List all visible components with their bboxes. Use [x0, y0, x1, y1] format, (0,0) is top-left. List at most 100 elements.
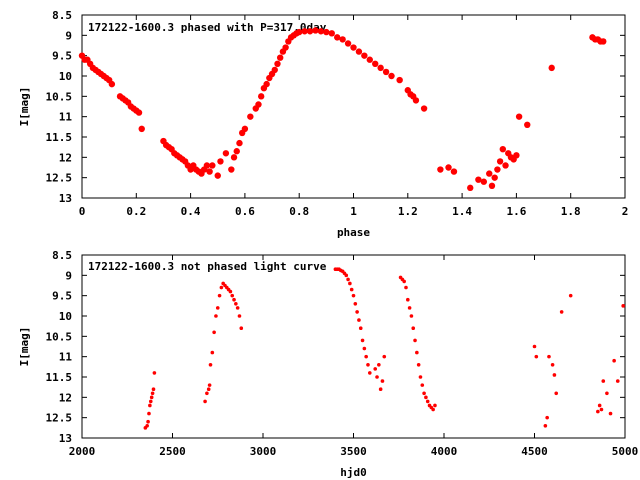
data-point	[600, 38, 607, 45]
data-point	[228, 289, 233, 294]
data-point	[415, 350, 419, 355]
x-tick-label: 0.4	[181, 205, 201, 218]
y-axis-label: I[mag]	[18, 327, 31, 367]
data-point	[274, 60, 281, 67]
data-point	[203, 162, 211, 169]
x-tick-label: 0	[79, 205, 86, 218]
data-point	[494, 166, 501, 173]
data-point	[301, 28, 308, 35]
data-point	[334, 34, 341, 41]
chart-title: 172122-1600.3 not phased light curve	[88, 260, 327, 273]
data-point	[255, 101, 262, 108]
data-point	[208, 363, 213, 367]
data-point	[605, 391, 609, 396]
data-point	[372, 60, 379, 67]
data-point	[378, 387, 383, 392]
data-point	[499, 146, 507, 153]
y-tick-label: 12.5	[46, 172, 73, 185]
data-point	[437, 166, 444, 173]
data-point	[366, 363, 370, 367]
y-tick-label: 13	[59, 192, 72, 205]
y-axis-label: I[mag]	[18, 87, 31, 127]
data-point	[348, 281, 352, 286]
y-tick-label: 12	[59, 391, 72, 404]
x-tick-label: 1.2	[398, 205, 418, 218]
data-point	[230, 154, 238, 161]
data-point	[152, 371, 157, 375]
plot-frame	[81, 254, 626, 439]
y-tick-label: 10.5	[46, 90, 73, 103]
data-point	[323, 28, 330, 36]
data-point	[597, 403, 602, 408]
data-point	[306, 28, 314, 35]
data-point	[317, 28, 325, 35]
data-point	[554, 391, 559, 396]
data-series	[143, 267, 625, 430]
data-point	[147, 411, 151, 416]
data-point	[239, 326, 244, 331]
data-point	[257, 93, 265, 100]
data-point	[296, 28, 303, 36]
data-point	[357, 318, 361, 322]
data-point	[362, 346, 367, 351]
data-point	[364, 354, 368, 359]
data-point	[360, 338, 365, 343]
data-point	[355, 310, 359, 314]
data-series	[78, 27, 607, 192]
data-point	[350, 44, 357, 51]
data-point	[219, 285, 224, 290]
data-point	[146, 419, 150, 424]
x-tick-label: 4000	[431, 445, 458, 458]
data-point	[217, 293, 222, 298]
data-point	[234, 302, 238, 306]
data-point	[488, 182, 496, 189]
data-point	[621, 304, 625, 308]
data-point	[214, 172, 221, 179]
x-tick-label: 1.8	[561, 205, 581, 218]
data-point	[612, 358, 616, 363]
data-point	[206, 387, 211, 392]
y-tick-label: 11.5	[46, 371, 73, 384]
data-point	[215, 306, 220, 310]
data-point	[532, 344, 537, 349]
data-point	[358, 326, 363, 331]
data-point	[547, 354, 551, 359]
data-point	[135, 109, 143, 116]
y-tick-label: 9.5	[52, 50, 72, 63]
data-point	[149, 395, 154, 400]
data-point	[396, 76, 403, 84]
data-point	[351, 293, 356, 298]
data-point	[548, 64, 555, 72]
y-tick-label: 9	[65, 269, 72, 282]
data-point	[515, 113, 523, 120]
data-point	[413, 338, 417, 343]
y-tick-label: 11	[59, 351, 73, 364]
y-tick-label: 8.5	[52, 249, 72, 262]
x-tick-label: 3500	[340, 445, 367, 458]
data-point	[402, 279, 406, 284]
data-point	[496, 158, 504, 165]
data-point	[559, 310, 564, 314]
data-point	[236, 139, 243, 147]
y-tick-label: 10	[59, 70, 72, 83]
x-tick-label: 0.6	[235, 205, 255, 218]
data-point	[210, 350, 215, 355]
data-point	[271, 66, 278, 74]
data-point	[545, 415, 549, 420]
data-point	[475, 176, 482, 183]
x-tick-label: 5000	[612, 445, 639, 458]
plot-frame	[81, 14, 626, 199]
data-point	[513, 152, 520, 159]
data-point	[420, 105, 428, 112]
x-tick-label: 4500	[521, 445, 548, 458]
x-tick-label: 2	[622, 205, 629, 218]
data-point	[328, 30, 335, 37]
data-point	[233, 148, 240, 155]
data-point	[207, 383, 212, 387]
y-tick-label: 10	[59, 310, 72, 323]
data-point	[425, 399, 430, 404]
data-point	[450, 168, 458, 175]
data-point	[406, 297, 410, 302]
data-point	[263, 80, 270, 88]
